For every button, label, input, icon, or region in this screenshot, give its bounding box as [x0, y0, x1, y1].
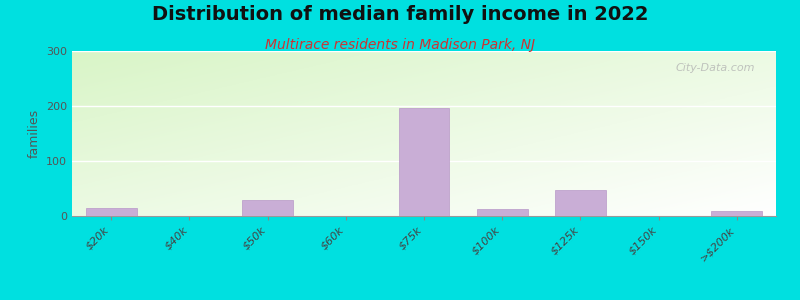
Text: Distribution of median family income in 2022: Distribution of median family income in …	[152, 4, 648, 23]
Text: Multirace residents in Madison Park, NJ: Multirace residents in Madison Park, NJ	[265, 38, 535, 52]
Bar	[477, 209, 528, 216]
Bar	[555, 190, 606, 216]
Bar	[242, 200, 293, 216]
Y-axis label: families: families	[27, 109, 41, 158]
Text: City-Data.com: City-Data.com	[675, 62, 755, 73]
Bar	[86, 208, 137, 216]
Bar	[711, 211, 762, 216]
Bar	[398, 108, 450, 216]
